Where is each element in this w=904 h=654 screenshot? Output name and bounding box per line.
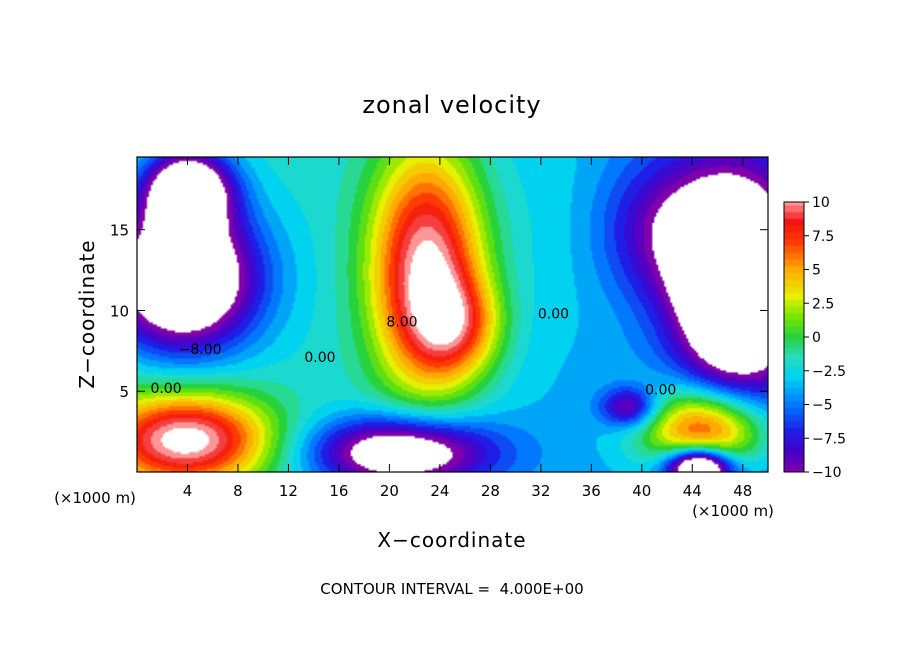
x-unit-left: (×1000 m) [54,489,136,507]
contour-labels: 8.00 −8.00 0.00 0.00 0.00 0.00 [150,307,676,399]
contour-label: 0.00 [645,382,676,398]
colorbar-gradient [784,202,804,472]
x-tick-label: 24 [430,482,449,500]
colorbar-tick-label: −10 [812,465,842,481]
x-tick-label: 16 [329,482,348,500]
colorbar-tick-label: 10 [812,195,830,211]
contour-label: 0.00 [150,381,181,397]
colorbar-ticks: 10 7.5 5 2.5 0 −2.5 −5 −7.5 −10 [804,195,846,481]
x-tick-label: 32 [531,482,550,500]
x-axis-label: X−coordinate [377,528,526,552]
heatmap-image [137,157,768,472]
x-tick-label: 12 [279,482,298,500]
x-tick-label: 36 [582,482,601,500]
colorbar-tick-label: −5 [812,398,833,414]
y-axis-label: Z−coordinate [75,239,99,388]
x-tick-label: 48 [733,482,752,500]
plot-frame [136,156,769,473]
colorbar-tick-label: 7.5 [812,229,834,245]
colorbar: 10 7.5 5 2.5 0 −2.5 −5 −7.5 −10 [783,195,846,481]
contour-interval-footer: CONTOUR INTERVAL = 4.000E+00 [320,580,583,598]
y-axis: 5 10 15 [110,222,768,401]
x-tick-label: 40 [632,482,651,500]
y-tick-label: 10 [110,302,129,320]
x-tick-label: 20 [380,482,399,500]
x-unit-right: (×1000 m) [692,502,774,520]
contour-label: 8.00 [386,315,417,331]
heatmap-area: 8.00 −8.00 0.00 0.00 0.00 0.00 [136,156,769,473]
contour-label: −8.00 [179,342,222,358]
chart-title: zonal velocity [362,91,541,119]
y-tick-label: 5 [119,383,129,401]
colorbar-tick-label: 5 [812,263,821,279]
x-tick-label: 44 [683,482,702,500]
x-tick-label: 28 [481,482,500,500]
colorbar-tick-label: −7.5 [812,431,846,447]
colorbar-tick-label: 2.5 [812,296,834,312]
y-tick-label: 15 [110,222,129,240]
x-tick-label: 8 [233,482,243,500]
colorbar-tick-label: 0 [812,330,821,346]
colorbar-tick-label: −2.5 [812,364,846,380]
contour-label: 0.00 [538,307,569,323]
contour-label: 0.00 [304,350,335,366]
x-axis: 4 8 12 16 20 24 28 32 36 40 44 48 [183,157,752,500]
x-tick-label: 4 [183,482,193,500]
